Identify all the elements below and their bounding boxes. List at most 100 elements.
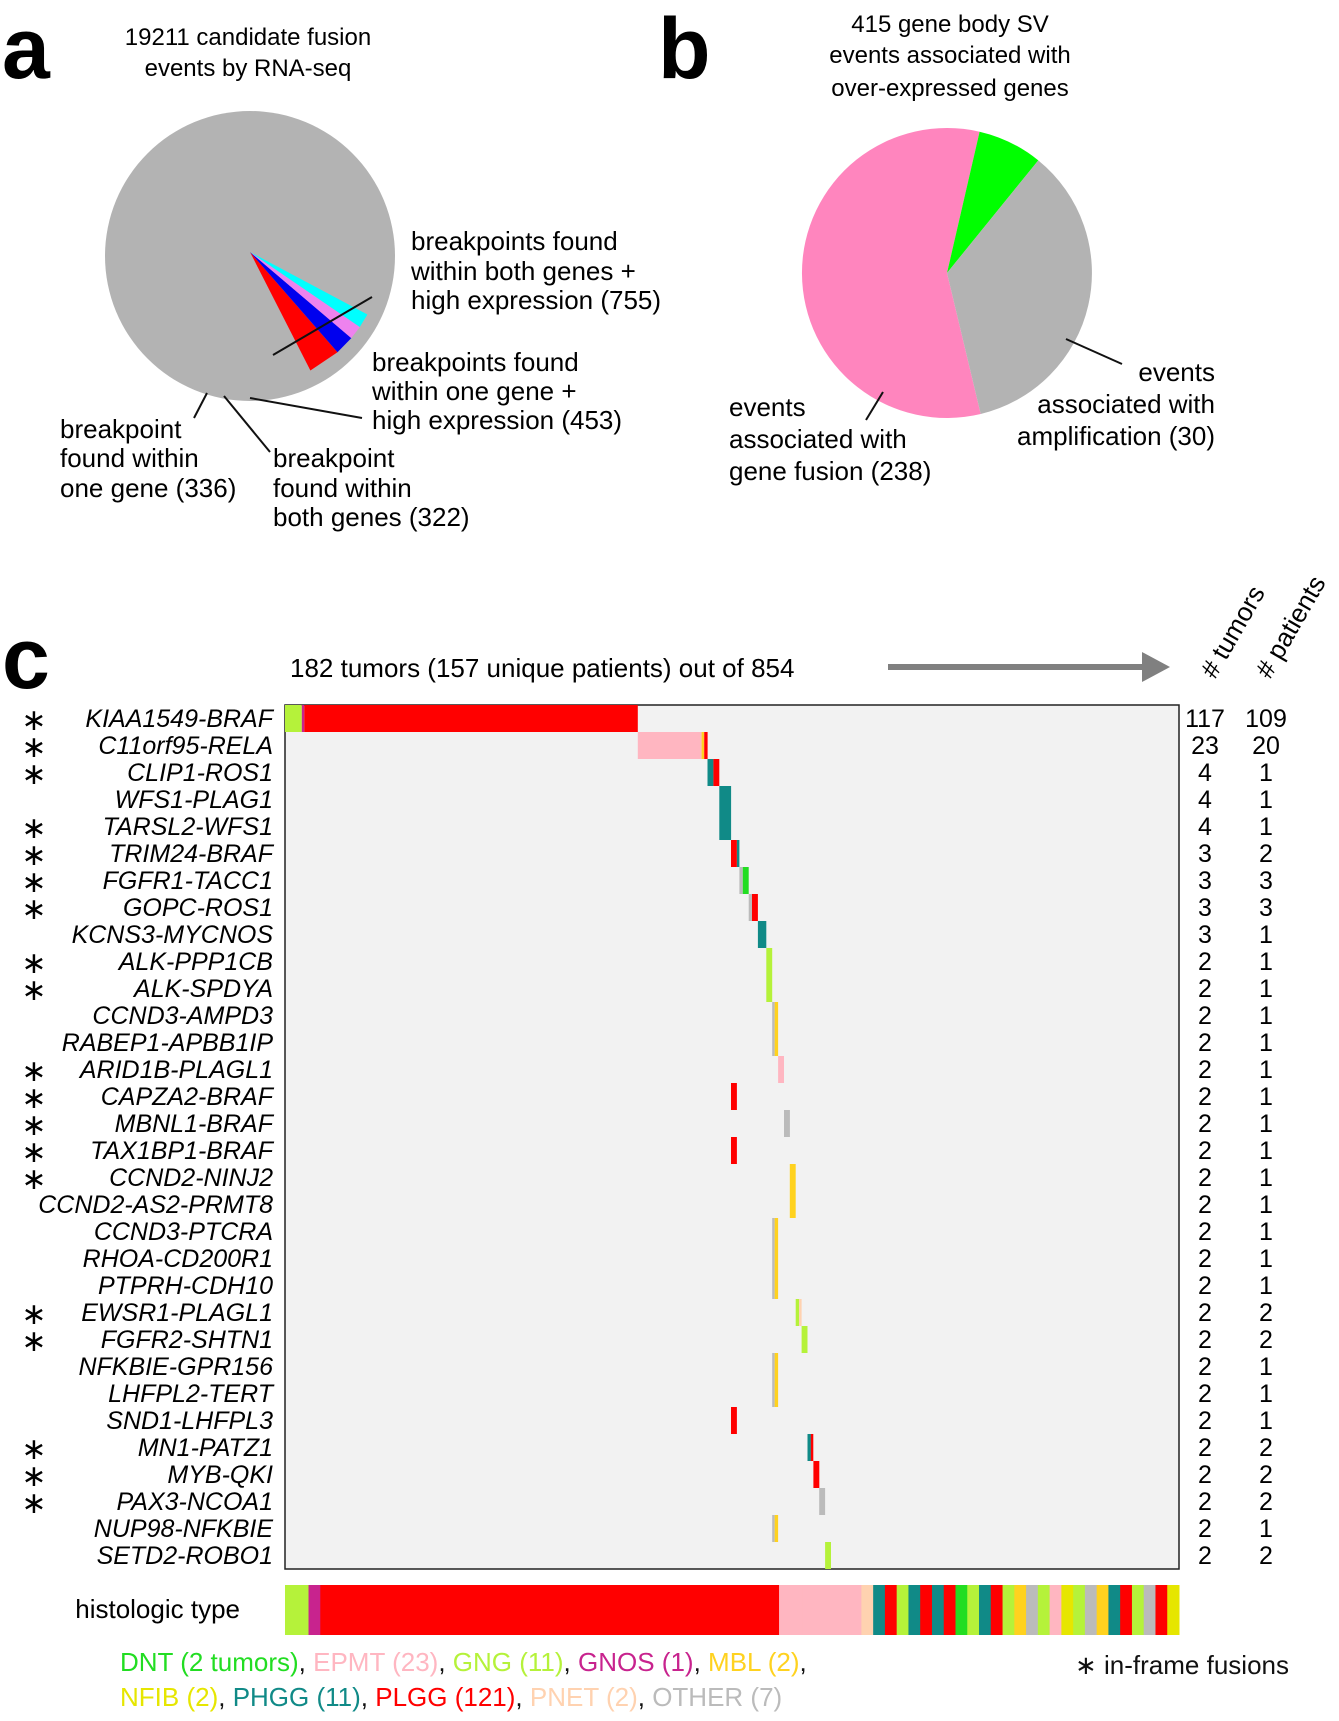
fusion-name: SETD2-ROBO1: [97, 1542, 273, 1570]
heatmap-cell: [748, 894, 753, 921]
panel-c-title: 182 tumors (157 unique patients) out of …: [290, 653, 794, 683]
pie-b: [801, 127, 1092, 418]
histologic-cell: [1155, 1585, 1168, 1635]
histologic-cell: [1143, 1585, 1156, 1635]
histologic-cell: [379, 1585, 392, 1635]
histologic-cell: [896, 1585, 909, 1635]
heatmap-cell: [774, 1353, 779, 1380]
inframe-star-marker: ∗: [21, 731, 46, 764]
pie-a-slice-one-high: [250, 252, 352, 353]
histologic-cell: [473, 1585, 486, 1635]
heatmap-cell: [774, 1029, 779, 1056]
histologic-cell: [908, 1585, 921, 1635]
histologic-cell: [673, 1585, 686, 1635]
fusion-name: KIAA1549-BRAF: [85, 705, 274, 733]
histologic-cell: [567, 1585, 580, 1635]
fusion-tumor-count: 2: [1198, 1299, 1212, 1327]
histologic-cell: [508, 1585, 521, 1635]
fusion-tumor-count: 2: [1198, 1407, 1212, 1435]
fusion-tumor-count: 4: [1198, 786, 1212, 814]
histologic-cell: [979, 1585, 992, 1635]
label-a-both-3: both genes (322): [273, 502, 470, 532]
pie-a-slice-one: [250, 252, 368, 327]
fusion-name: CCND2-NINJ2: [109, 1164, 273, 1192]
histologic-cell: [790, 1585, 804, 1635]
fusion-name: NFKBIE-GPR156: [78, 1353, 273, 1381]
fusion-name: RABEP1-APBB1IP: [62, 1029, 274, 1057]
pie-a-title-line2: events by RNA-seq: [145, 55, 352, 82]
fusion-name: MN1-PATZ1: [138, 1434, 273, 1462]
histologic-cell: [684, 1585, 698, 1635]
histologic-cell: [779, 1585, 792, 1635]
histologic-cell: [1073, 1585, 1086, 1635]
heatmap-cells: [285, 705, 831, 1569]
inframe-star-marker: ∗: [21, 704, 46, 737]
fusion-name: TRIM24-BRAF: [109, 840, 275, 868]
fusion-patient-count: 1: [1259, 1164, 1273, 1192]
label-b-fusion-2: associated with: [729, 424, 907, 454]
heatmap-cell: [719, 813, 732, 840]
histologic-type-strip: [285, 1585, 1180, 1635]
histologic-cell: [637, 1585, 651, 1635]
histologic-cell: [649, 1585, 662, 1635]
inframe-star-marker: ∗: [21, 1433, 46, 1466]
fusion-name: LHFPL2-TERT: [108, 1380, 275, 1408]
fusion-patient-count: 3: [1259, 894, 1273, 922]
fusion-tumor-count: 2: [1198, 1353, 1212, 1381]
fusion-name: CAPZA2-BRAF: [101, 1083, 275, 1111]
pie-a-slice-both-high: [250, 252, 338, 371]
label-a-one-high-1: breakpoints found: [372, 347, 579, 377]
legend-item: EPMT (23): [313, 1647, 439, 1677]
histologic-cell: [285, 1585, 298, 1635]
fusion-patient-count: 2: [1259, 1434, 1273, 1462]
label-a-one-1: breakpoint: [60, 414, 182, 444]
inframe-star-marker: ∗: [21, 1163, 46, 1196]
fusion-patient-count: 1: [1259, 759, 1273, 787]
fusion-patient-count: 2: [1259, 840, 1273, 868]
inframe-star-marker: ∗: [21, 1082, 46, 1115]
histologic-type-label: histologic type: [75, 1594, 240, 1624]
fusion-tumor-count: 117: [1185, 705, 1225, 733]
histologic-cell: [626, 1585, 639, 1635]
histologic-cell: [814, 1585, 827, 1635]
heatmap-cell: [813, 1461, 820, 1488]
leader-a-one: [193, 392, 208, 419]
fusion-tumor-count: 2: [1198, 1218, 1212, 1246]
fusion-tumor-count: 3: [1198, 867, 1212, 895]
heatmap-cell: [807, 1434, 811, 1461]
leader-b-amplification: [1065, 338, 1123, 365]
fusion-name: ALK-SPDYA: [132, 975, 273, 1003]
histologic-cell: [367, 1585, 380, 1635]
heatmap-cell: [810, 1434, 814, 1461]
fusion-name: KCNS3-MYCNOS: [72, 921, 274, 949]
histologic-cell: [1084, 1585, 1098, 1635]
fusion-patient-count: 1: [1259, 1056, 1273, 1084]
fusion-name: MBNL1-BRAF: [115, 1110, 275, 1138]
fusion-patient-count: 1: [1259, 786, 1273, 814]
fusion-tumor-count: 2: [1198, 1515, 1212, 1543]
label-a-both-2: found within: [273, 473, 412, 503]
histologic-cell: [343, 1585, 357, 1635]
fusion-tumor-count: 2: [1198, 948, 1212, 976]
fusion-tumor-count: 2: [1198, 1110, 1212, 1138]
histologic-cell: [532, 1585, 545, 1635]
histologic-cell: [802, 1585, 815, 1635]
heatmap-cell: [774, 1245, 779, 1272]
legend-item: DNT (2 tumors): [120, 1647, 299, 1677]
heatmap-cell: [789, 1164, 796, 1191]
fusion-patient-count: 1: [1259, 1002, 1273, 1030]
legend-item: PNET (2): [529, 1682, 638, 1712]
inframe-star-marker: ∗: [21, 1055, 46, 1088]
fusion-patient-count: 1: [1259, 1191, 1273, 1219]
fusion-tumor-count: 2: [1198, 1461, 1212, 1489]
pie-a-title-line1: 19211 candidate fusion: [125, 24, 371, 51]
histologic-cell: [1120, 1585, 1133, 1635]
heatmap-cell: [778, 1056, 784, 1083]
fusion-patient-count: 1: [1259, 1353, 1273, 1381]
heatmap-cell: [774, 1002, 779, 1029]
heatmap-cell: [719, 786, 732, 813]
legend-item: NFIB (2): [120, 1682, 219, 1712]
fusion-tumor-count: 4: [1198, 759, 1212, 787]
inframe-star-marker: ∗: [21, 893, 46, 926]
